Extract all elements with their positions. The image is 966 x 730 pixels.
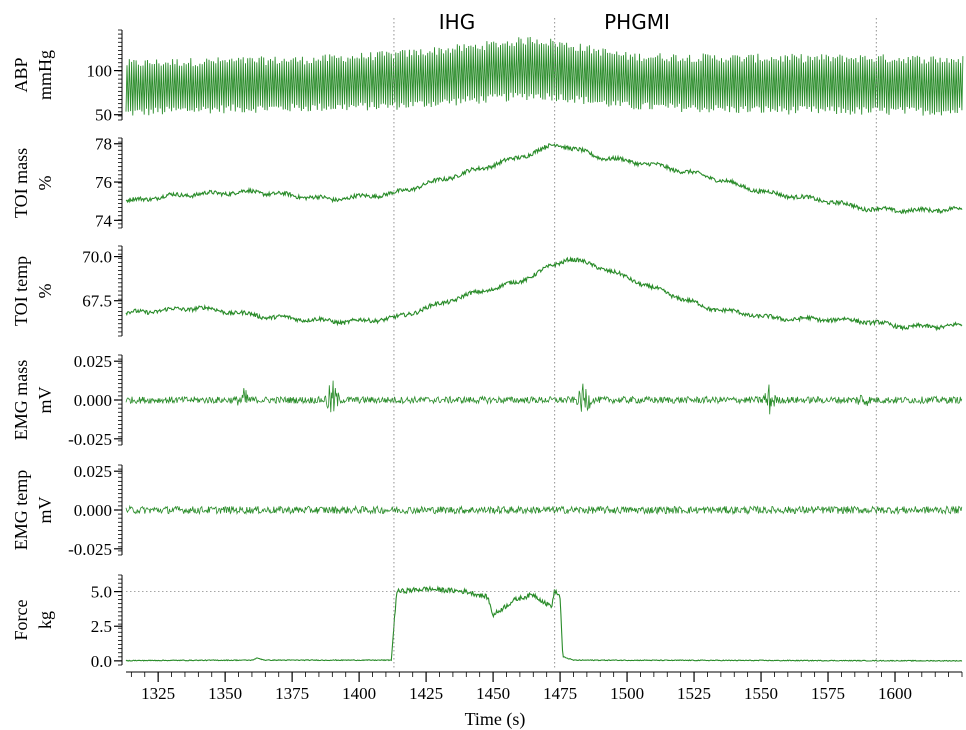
- panel-1: 74 76 78 TOI mass%: [11, 135, 963, 230]
- x-tick-label: 1525: [677, 684, 711, 703]
- phase-label-phgmi: PHGMI: [604, 10, 670, 34]
- emg-trace: [125, 380, 963, 415]
- x-tick-label: 1425: [409, 684, 443, 703]
- panels: 50 100 ABP mmHg 74 76 78 TOI mass % 67.5 70.0 TOI t…: [11, 29, 964, 671]
- y-tick-label: 70.0: [82, 248, 112, 267]
- y-tick-label: 74: [95, 211, 113, 230]
- y-tick-label: 67.5: [82, 292, 112, 311]
- x-tick-label: 1400: [342, 684, 376, 703]
- y-tick-label: 0.025: [74, 352, 112, 371]
- panel-label: EMG mass: [11, 360, 31, 441]
- panel-unit: kg: [35, 611, 55, 629]
- x-tick-label: 1450: [476, 684, 510, 703]
- emg-trace: [125, 504, 963, 516]
- panel-0: 50 100 ABP mmHg: [11, 29, 964, 125]
- y-tick-label: 100: [87, 62, 113, 81]
- y-tick-label: -0.025: [68, 430, 112, 449]
- panel-label: EMG temp: [11, 470, 31, 551]
- panel-5: 0.0 2.5 5.0 Force kg: [11, 574, 963, 671]
- y-tick-label: 0.025: [74, 462, 112, 481]
- panel-unit: mV: [35, 496, 55, 523]
- x-tick-label: 1575: [811, 684, 845, 703]
- y-tick-label: 0.000: [74, 391, 112, 410]
- x-tick-label: 1475: [543, 684, 577, 703]
- x-tick-label: 1500: [610, 684, 644, 703]
- x-tick-label: 1600: [878, 684, 912, 703]
- panel-label: TOI temp: [11, 256, 31, 326]
- y-tick-label: 50: [95, 106, 112, 125]
- panel-unit: %: [35, 176, 55, 191]
- y-tick-label: 0.000: [74, 501, 112, 520]
- panel-4: 0.025 0.000 -0.025 EMG temp mV: [11, 462, 963, 559]
- panel-label: TOI mass: [11, 148, 31, 218]
- panel-label: ABP: [11, 57, 31, 92]
- y-tick-label: 5.0: [91, 583, 112, 602]
- phase-markers: [393, 18, 877, 670]
- y-tick-label: 2.5: [91, 617, 112, 636]
- toi-trace: [125, 256, 963, 332]
- x-tick-label: 1350: [208, 684, 242, 703]
- toi-trace: [125, 143, 963, 215]
- panel-label: Force: [11, 599, 31, 640]
- panel-unit: mmHg: [35, 50, 55, 100]
- panel-3: 0.025 0.000 -0.025 EMG mass mV: [11, 352, 963, 449]
- x-axis-label: Time (s): [465, 709, 526, 730]
- y-tick-label: 0.0: [91, 652, 112, 671]
- x-tick-label: 1550: [744, 684, 778, 703]
- abp-trace: [125, 36, 964, 116]
- panel-unit: %: [35, 284, 55, 299]
- x-tick-label: 1325: [141, 684, 175, 703]
- y-tick-label: -0.025: [68, 540, 112, 559]
- x-tick-label: 1375: [275, 684, 309, 703]
- phase-label-ihg: IHG: [439, 10, 475, 34]
- panel-unit: mV: [35, 386, 55, 413]
- force-trace: [125, 585, 963, 662]
- y-tick-label: 76: [95, 173, 112, 192]
- y-tick-label: 78: [95, 135, 112, 154]
- panel-2: 67.5 70.0 TOI temp%: [11, 245, 963, 337]
- x-axis: 1325 1350 1375 1400 1425 1450 1475 1500 1525 1550…: [126, 671, 963, 703]
